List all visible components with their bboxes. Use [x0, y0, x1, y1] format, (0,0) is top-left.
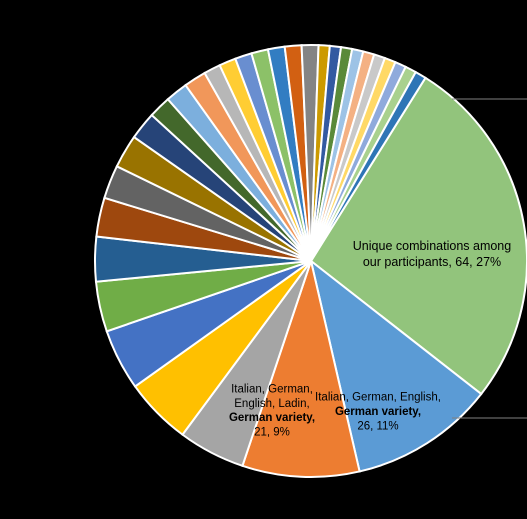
- slice-label-0-line-0: Unique combinations among: [353, 239, 511, 253]
- pie-slices: [94, 44, 527, 478]
- slice-label-1-line-2: 26, 11%: [357, 420, 398, 432]
- slice-label-1-line-0: Italian, German, English,: [315, 392, 441, 404]
- pie-slice-0: [309, 76, 527, 396]
- slice-label-2-line-2: German variety,: [229, 412, 315, 424]
- slice-label-1-line-1: German variety,: [335, 406, 421, 418]
- pie-slice-2: [241, 257, 361, 478]
- slice-label-0-line-1: our participants, 64, 27%: [363, 255, 501, 269]
- slice-label-2-line-1: English, Ladin,: [234, 398, 309, 410]
- leader-lines: [452, 98, 527, 419]
- slice-labels: Unique combinations among our participant…: [229, 239, 511, 438]
- pie-slice-1: [309, 258, 483, 473]
- slice-label-2-line-3: 21, 9%: [254, 427, 290, 439]
- pie-slice-31: [310, 70, 427, 262]
- slice-label-2-line-0: Italian, German,: [231, 383, 313, 395]
